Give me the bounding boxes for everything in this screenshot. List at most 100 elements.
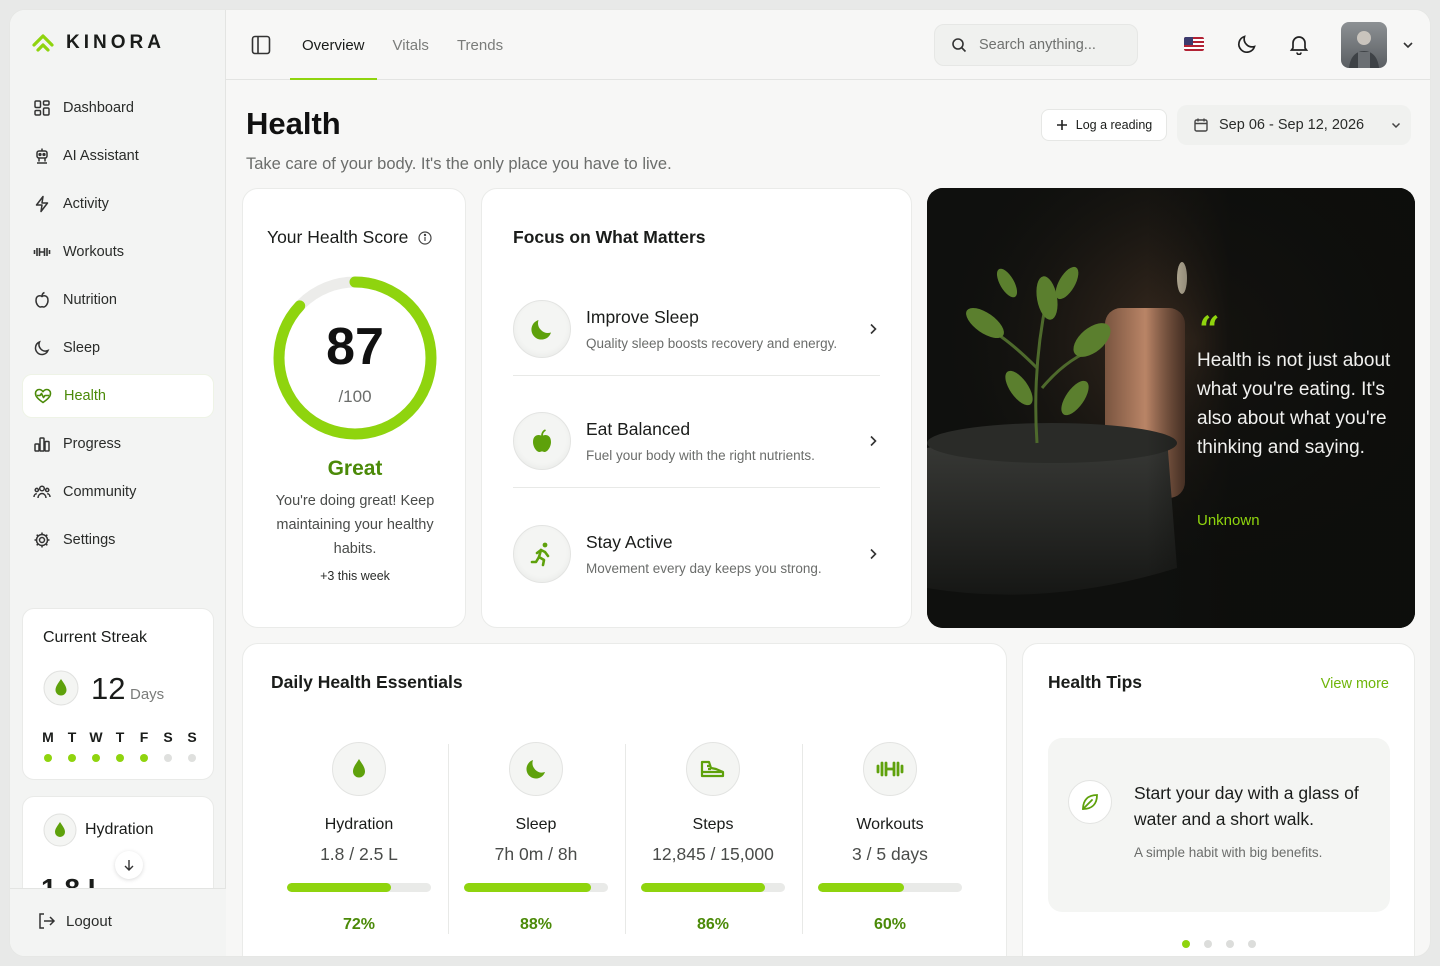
sidebar-item-label: AI Assistant [63,148,139,164]
essential-percent: 86% [696,916,730,933]
grid-icon [34,100,50,116]
heart-pulse-icon [34,388,52,404]
sidebar-item-label: Health [64,388,106,404]
streak-day: S [183,729,201,762]
tips-title: Health Tips [1048,672,1143,692]
divider [513,487,880,488]
bar-chart-icon [34,437,50,452]
essential-steps: Steps 12,845 / 15,000 86% [625,742,801,933]
chevron-right-icon [870,435,877,447]
sidebar-item-workouts[interactable]: Workouts [22,230,214,274]
essential-name: Steps [692,816,734,833]
drop-icon [43,813,77,847]
tab-vitals[interactable]: Vitals [392,36,429,54]
sidebar-item-sleep[interactable]: Sleep [22,326,214,370]
essential-progress-bar [818,883,962,892]
streak-title: Current Streak [43,629,148,646]
sidebar-item-community[interactable]: Community [22,470,214,514]
essential-value: 1.8 / 2.5 L [320,844,398,864]
leaf-icon [1068,780,1112,824]
log-reading-button[interactable]: Log a reading [1041,109,1167,141]
sidebar-item-settings[interactable]: Settings [22,518,214,562]
sidebar-nav: Dashboard AI Assistant Activity Workouts… [22,86,214,566]
daily-essentials-card: Daily Health Essentials Hydration 1.8 / … [242,643,1007,956]
health-score-description: You're doing great! Keep maintaining you… [275,493,435,557]
brand-name: KINORA [66,32,165,53]
scroll-down-button[interactable] [115,851,143,879]
search-input[interactable] [979,37,1119,53]
robot-icon [36,148,48,164]
health-score-title-text: Your Health Score [267,227,409,247]
streak-day: T [63,729,81,762]
focus-item-title: Eat Balanced [586,419,691,439]
us-flag-icon[interactable] [1184,37,1204,51]
pagination-dot[interactable] [1248,940,1256,948]
health-score-value: 87 [326,318,384,376]
date-range-label: Sep 06 - Sep 12, 2026 [1219,117,1365,133]
focus-item-eat-balanced[interactable]: Eat Balanced Fuel your body with the rig… [513,385,880,497]
divider [802,744,803,934]
tip-subtitle: A simple habit with big benefits. [1134,845,1323,860]
sidebar-item-nutrition[interactable]: Nutrition [22,278,214,322]
essential-progress-bar [641,883,785,892]
streak-day: T [111,729,129,762]
essential-progress-bar [287,883,431,892]
info-icon[interactable] [418,230,432,245]
focus-item-stay-active[interactable]: Stay Active Movement every day keeps you… [513,498,880,610]
user-avatar[interactable] [1341,22,1387,68]
brand-logo[interactable]: KINORA [32,32,165,54]
view-more-link[interactable]: View more [1320,676,1389,692]
logout-icon [39,913,56,929]
essential-name: Workouts [856,816,924,833]
hydration-title: Hydration [85,821,154,838]
page-title: Health [246,106,341,141]
sidebar-item-label: Community [63,484,137,500]
streak-day: F [135,729,153,762]
sidebar-toggle-icon[interactable] [250,34,272,56]
essential-value: 7h 0m / 8h [494,844,578,864]
dumbbell-icon [33,248,51,256]
streak-count: 12 [91,671,126,706]
health-score-ring [273,276,437,440]
logout-button[interactable]: Logout [36,911,112,931]
essential-workouts: Workouts 3 / 5 days 60% [802,742,978,933]
pagination-dot[interactable] [1204,940,1212,948]
drop-icon [332,742,386,796]
health-score-title: Your Health Score [267,227,432,248]
pagination-dot[interactable] [1226,940,1234,948]
notification-bell-icon[interactable] [1288,33,1310,55]
sidebar-item-label: Activity [63,196,109,212]
bolt-icon [35,195,49,213]
streak-day: S [159,729,177,762]
sidebar-item-label: Sleep [63,340,101,356]
apple-icon [35,291,49,308]
log-reading-label: Log a reading [1075,118,1153,132]
moon-icon [34,340,50,356]
sidebar-item-dashboard[interactable]: Dashboard [22,86,214,130]
running-icon [513,525,571,583]
focus-item-subtitle: Quality sleep boosts recovery and energy… [586,336,838,351]
arrow-down-icon [124,860,134,871]
sidebar-item-activity[interactable]: Activity [22,182,214,226]
tab-overview[interactable]: Overview [290,10,377,80]
date-range-picker[interactable]: Sep 06 - Sep 12, 2026 [1177,105,1411,145]
tab-trends[interactable]: Trends [456,36,504,54]
shoe-icon [686,742,740,796]
gear-icon [34,532,50,548]
tip-slide[interactable]: Start your day with a glass of water and… [1048,738,1390,912]
sidebar-footer: Logout [10,888,226,956]
sidebar-item-progress[interactable]: Progress [22,422,214,466]
dark-mode-toggle-icon[interactable] [1236,33,1258,55]
moon-icon [513,300,571,358]
pagination-dot[interactable] [1182,940,1190,948]
sidebar-item-health[interactable]: Health [22,374,214,418]
sidebar-item-label: Workouts [63,244,124,260]
focus-item-improve-sleep[interactable]: Improve Sleep Quality sleep boosts recov… [513,273,880,385]
chevron-down-icon[interactable] [1401,38,1415,52]
essential-value: 3 / 5 days [852,844,928,864]
sidebar: KINORA Dashboard AI Assistant Activity W… [10,10,226,956]
moon-icon [509,742,563,796]
sidebar-item-ai-assistant[interactable]: AI Assistant [22,134,214,178]
chevron-right-icon [870,323,877,335]
health-score-max: /100 [338,387,372,406]
